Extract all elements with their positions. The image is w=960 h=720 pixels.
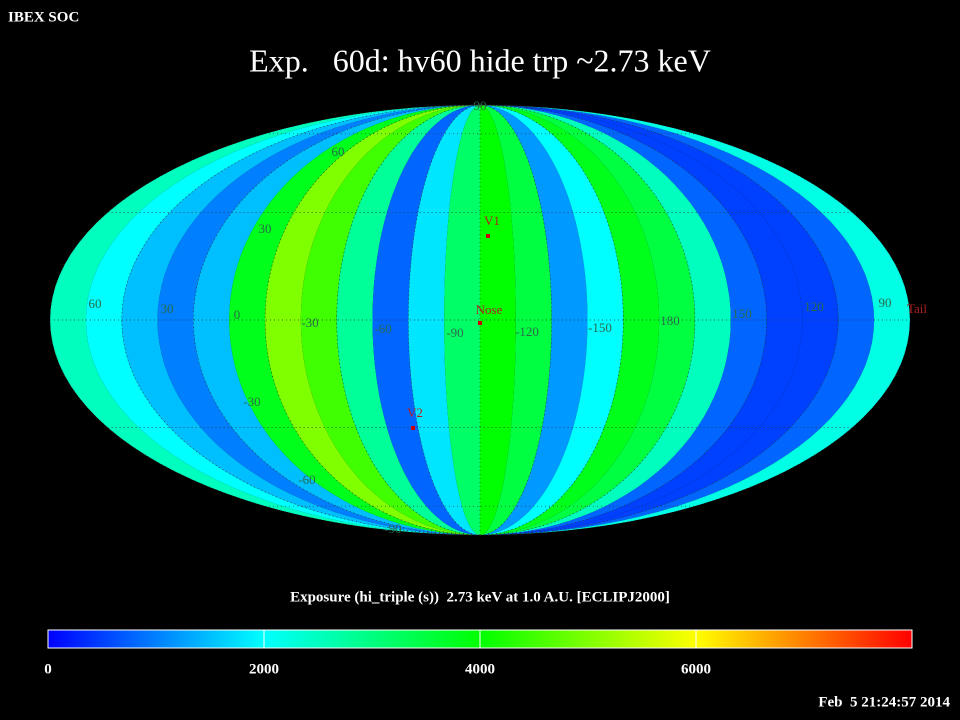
header: IBEX SOC bbox=[8, 9, 79, 25]
lat-label: -60 bbox=[298, 472, 315, 487]
exposure-stripe bbox=[265, 105, 480, 535]
lat-label: 60 bbox=[332, 144, 345, 159]
exposure-stripe bbox=[480, 105, 516, 535]
lon-label: 90 bbox=[879, 295, 892, 310]
lon-label: -120 bbox=[515, 324, 539, 339]
lat-label: -30 bbox=[243, 394, 260, 409]
lon-label: 150 bbox=[732, 306, 752, 321]
marker-dot bbox=[411, 426, 415, 430]
lon-label: -90 bbox=[446, 325, 463, 340]
meridian bbox=[407, 104, 481, 536]
lon-label: -30 bbox=[301, 315, 318, 330]
lon-label: -150 bbox=[588, 320, 612, 335]
exposure-stripe bbox=[480, 105, 552, 535]
exposure-stripe bbox=[408, 105, 480, 535]
meridian bbox=[479, 104, 624, 536]
lon-label: 30 bbox=[161, 301, 174, 316]
marker-label: V2 bbox=[407, 405, 423, 420]
exposure-stripe bbox=[480, 105, 624, 535]
marker-label: Nose bbox=[476, 302, 503, 317]
exposure-stripe bbox=[480, 105, 695, 535]
meridian bbox=[121, 104, 481, 536]
meridian bbox=[336, 104, 481, 536]
meridian bbox=[264, 104, 481, 536]
exposure-stripe bbox=[300, 105, 480, 535]
exposure-stripe bbox=[480, 105, 588, 535]
exposure-stripe bbox=[372, 105, 480, 535]
colorbar-tick-label: 2000 bbox=[249, 661, 279, 677]
marker-label: Tail bbox=[907, 301, 927, 316]
colorbar-caption: Exposure (hi_triple (s)) 2.73 keV at 1.0… bbox=[290, 589, 670, 605]
lon-label: 0 bbox=[234, 307, 241, 322]
graticule: 60 30 0 -30 -60 -90 -120 -150 180 150 120 90 90 60 30 -… bbox=[49, 98, 927, 536]
lon-label: 60 bbox=[89, 296, 102, 311]
meridian bbox=[479, 104, 768, 536]
lat-label: 30 bbox=[259, 221, 272, 236]
colorbar-tick-label: 0 bbox=[44, 661, 52, 677]
colorbar-tick-label: 6000 bbox=[681, 661, 711, 677]
meridian bbox=[479, 104, 553, 536]
meridian bbox=[479, 104, 911, 536]
marker-dot bbox=[478, 321, 482, 325]
colorbar-tick-label: 4000 bbox=[465, 661, 495, 677]
meridian bbox=[479, 104, 696, 536]
meridian bbox=[192, 104, 481, 536]
meridian bbox=[479, 104, 839, 536]
lon-label: 180 bbox=[660, 313, 680, 328]
lon-label: -60 bbox=[374, 321, 391, 336]
lat-label: -90 bbox=[384, 521, 401, 536]
marker-dot bbox=[486, 234, 490, 238]
lon-label: 120 bbox=[804, 299, 824, 314]
marker-label: V1 bbox=[484, 213, 500, 228]
exposure-stripe bbox=[480, 105, 660, 535]
title: Exp. 60d: hv60 hide trp ~2.73 keV bbox=[249, 42, 711, 78]
lat-label: 90 bbox=[474, 98, 487, 113]
timestamp: Feb 5 21:24:57 2014 bbox=[818, 694, 950, 710]
